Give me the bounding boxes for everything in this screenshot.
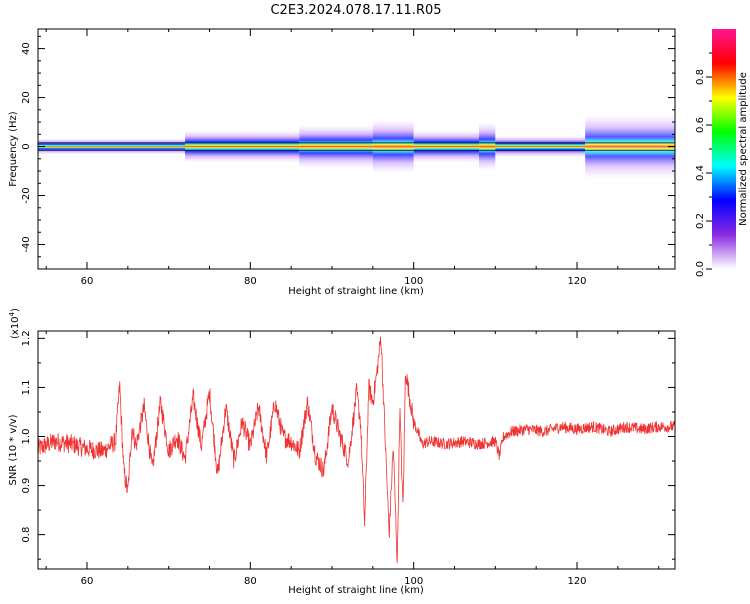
snr-panel: 60 80 100 120 0.8 0.9 1.0 1.1 1.2 Height of stra… (8, 308, 676, 596)
spectrogram-xlabel: Height of straight line (km) (288, 286, 424, 297)
snr-ytick-label-0: 0.8 (21, 527, 32, 543)
colorbar-tick-label-0: 0.0 (695, 261, 706, 277)
spectrogram-ytick-label-2: 0 (21, 143, 32, 149)
snr-ytick-label-4: 1.2 (21, 330, 32, 346)
snr-xtick-label-1: 80 (244, 576, 257, 587)
spectrogram-frame (37, 28, 676, 270)
colorbar-tick-label-2: 0.4 (695, 165, 706, 181)
figure-title: C2E3.2024.078.17.11.R05 (270, 3, 441, 18)
spectrogram-xtick-label-2: 100 (404, 276, 423, 287)
spectrogram-ticks: 60 80 100 120 40 20 0 -20 -40 (21, 29, 675, 287)
spectrogram-xtick-label-1: 80 (244, 276, 257, 287)
spectrogram-ytick-label-1: 20 (21, 91, 32, 104)
spectrogram-xtick-label-0: 60 (81, 276, 94, 287)
band-segment-2 (299, 125, 373, 169)
snr-frame (37, 330, 676, 570)
colorbar-gradient (712, 29, 736, 269)
snr-ytick-label-3: 1.1 (21, 379, 32, 395)
band-segment-5 (479, 122, 496, 171)
snr-xtick-label-0: 60 (81, 576, 94, 587)
snr-series-line (38, 336, 675, 563)
band-segment-4 (413, 130, 479, 163)
spectrogram-panel: 60 80 100 120 40 20 0 -20 -40 Height of straight… (8, 28, 676, 297)
spectrogram-xtick-label-3: 120 (567, 276, 586, 287)
snr-ytick-label-2: 1.0 (21, 429, 32, 445)
snr-unit-label: (x104) (8, 308, 21, 339)
band-segment-3 (372, 119, 414, 174)
band-segment-1 (185, 130, 300, 163)
snr-ytick-label-1: 0.9 (21, 478, 32, 494)
spectral-band (38, 114, 675, 179)
band-segment-6 (495, 135, 586, 158)
snr-xlabel: Height of straight line (km) (288, 585, 424, 596)
spectrogram-ylabel: Frequency (Hz) (8, 111, 19, 187)
band-segment-0 (38, 138, 185, 155)
colorbar: 0.0 0.2 0.4 0.6 0.8 Normalized spectral ampl… (695, 29, 749, 277)
spectrogram-ytick-label-3: -20 (21, 187, 32, 203)
colorbar-tick-label-3: 0.6 (695, 117, 706, 133)
band-segment-7 (585, 114, 675, 179)
colorbar-ticks: 0.0 0.2 0.4 0.6 0.8 (695, 52, 712, 277)
snr-xtick-label-2: 100 (404, 576, 423, 587)
colorbar-tick-label-1: 0.2 (695, 213, 706, 229)
spectrogram-ytick-label-4: -40 (21, 236, 32, 252)
snr-xtick-label-3: 120 (567, 576, 586, 587)
colorbar-tick-label-4: 0.8 (695, 69, 706, 85)
snr-ticks: 60 80 100 120 0.8 0.9 1.0 1.1 1.2 (21, 330, 675, 587)
spectrogram-ytick-label-0: 40 (21, 42, 32, 55)
colorbar-label: Normalized spectral amplitude (738, 72, 749, 226)
snr-ylabel: SNR (10 * v/v) (8, 414, 19, 485)
